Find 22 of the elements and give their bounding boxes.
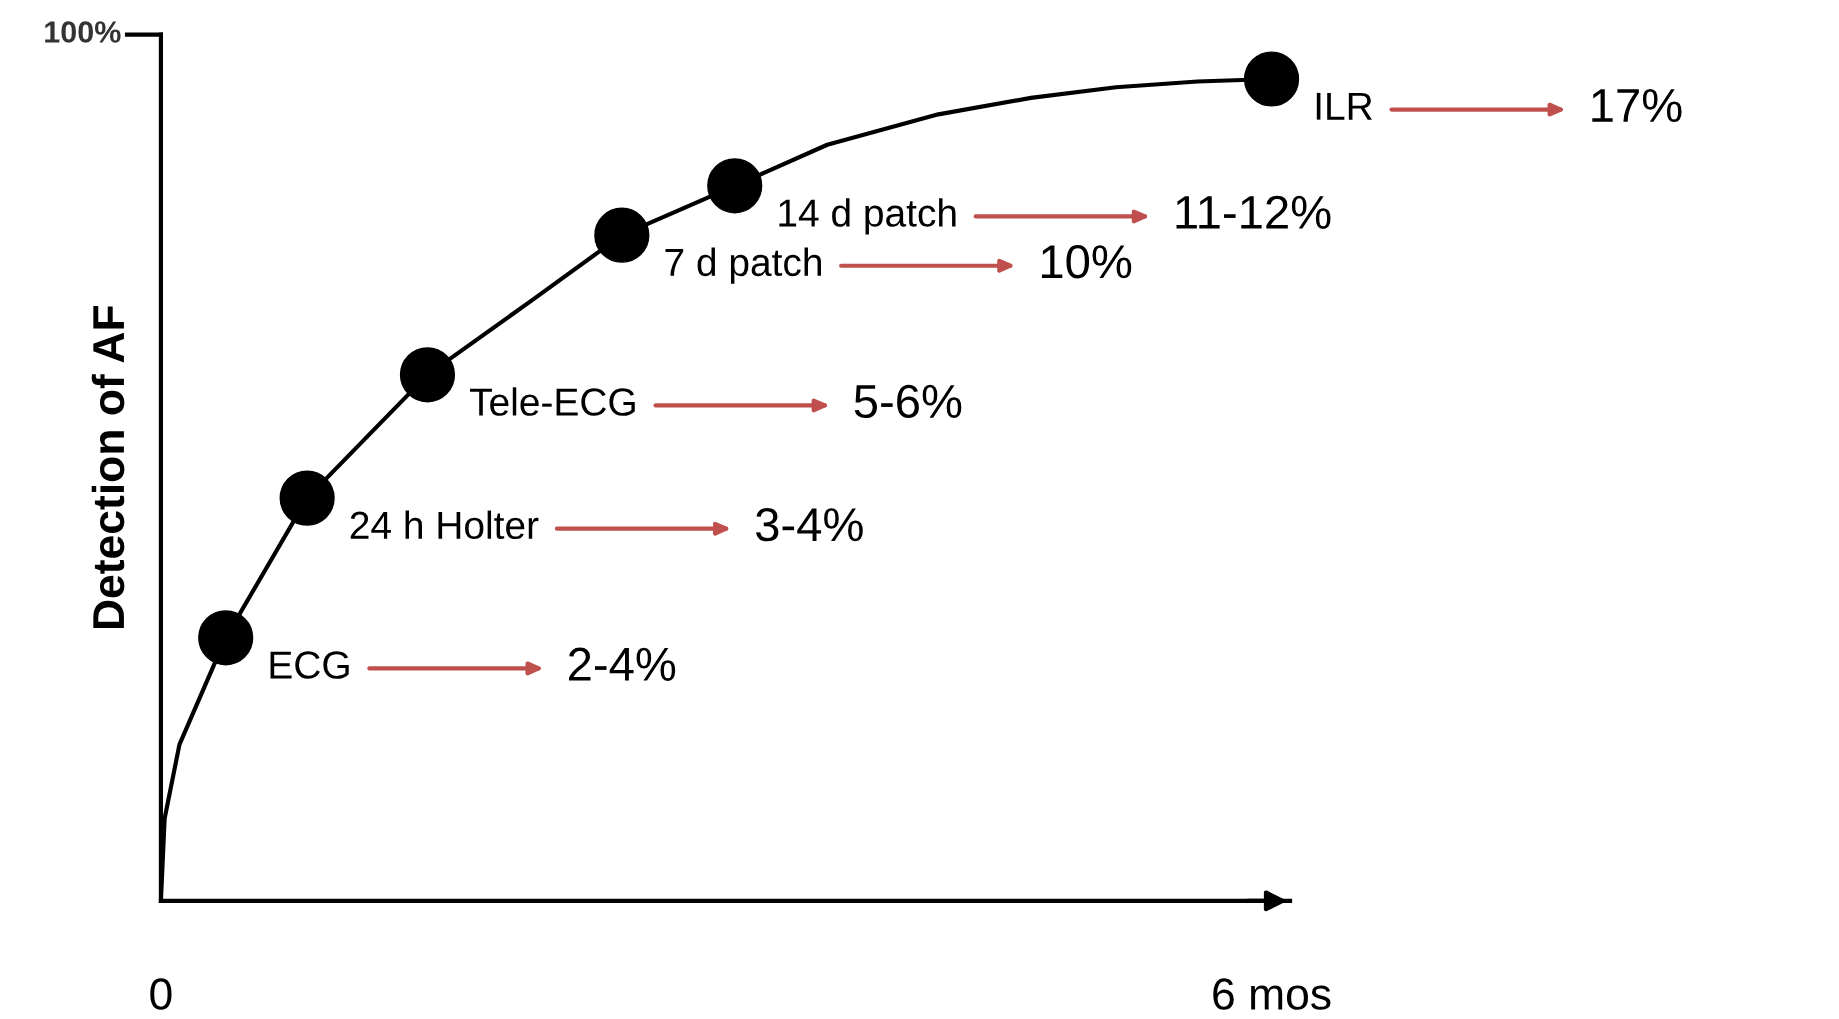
text: 100% — [45, 21, 121, 43]
annotation: 3-4% — [755, 507, 863, 542]
annotation: ECG — [270, 651, 349, 679]
point — [279, 470, 335, 526]
annotation: 14 d patch — [779, 198, 956, 235]
annotation: 7 d patch — [665, 247, 821, 284]
x-tick-label: 6 mos — [1213, 978, 1331, 1010]
point — [594, 207, 650, 263]
annotation: 11-12% — [1176, 195, 1331, 229]
annotation: 24 h Holter — [350, 510, 539, 540]
text: 17% — [1592, 89, 1682, 123]
annotation: 5-6% — [854, 384, 962, 419]
annotation: 10% — [1041, 244, 1132, 279]
x-tick-label: 0 — [150, 978, 172, 1010]
annotation: Tele-ECG — [470, 387, 635, 416]
point — [707, 158, 763, 214]
point — [198, 610, 254, 666]
point — [1243, 51, 1300, 107]
annotation: ILR — [1316, 92, 1372, 120]
point — [399, 347, 456, 403]
annotation: 2-4% — [568, 647, 676, 681]
y-axis-title: Detection of AF — [91, 305, 125, 629]
